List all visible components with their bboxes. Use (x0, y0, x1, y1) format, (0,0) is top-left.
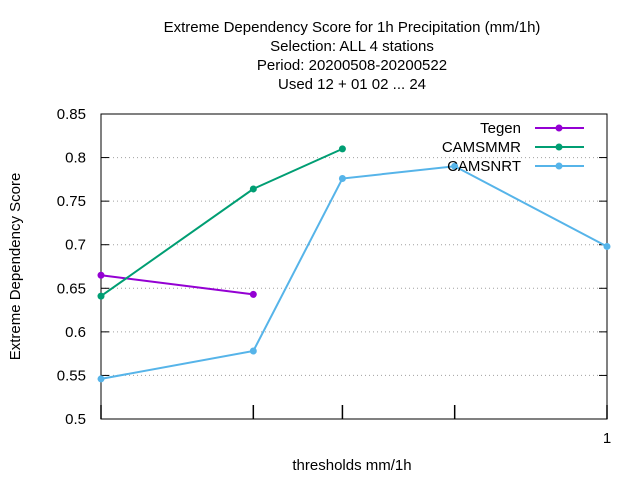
series-tegen (97, 271, 257, 298)
series-line (100, 165, 608, 380)
series-line (100, 147, 343, 297)
title-line: Extreme Dependency Score for 1h Precipit… (164, 19, 541, 36)
data-point (451, 162, 459, 170)
legend-label: CAMSNRT (447, 158, 521, 175)
data-point (249, 290, 257, 298)
legend-marker (555, 162, 563, 170)
y-tick-label: 0.65 (57, 280, 86, 297)
y-axis: 0.5 0.55 0.6 0.65 0.7 0.75 0.8 0.85 (57, 106, 607, 428)
y-tick-label: 0.55 (57, 367, 86, 384)
legend-label: CAMSMMR (442, 139, 521, 156)
title-line: Used 12 + 01 02 ... 24 (278, 76, 426, 93)
y-tick-label: 0.75 (57, 193, 86, 210)
series-camsnrt (97, 162, 611, 383)
y-tick-label: 0.85 (57, 106, 86, 123)
legend-marker (555, 143, 563, 151)
data-point (338, 174, 346, 182)
series-camsmmr (97, 145, 346, 300)
x-axis-label: thresholds mm/1h (292, 457, 411, 474)
y-tick-label: 0.6 (65, 324, 86, 341)
data-point (97, 375, 105, 383)
data-point (249, 347, 257, 355)
legend-item: CAMSMMR (442, 139, 584, 156)
data-point (338, 145, 346, 153)
data-point (97, 271, 105, 279)
y-tick-label: 0.5 (65, 411, 86, 428)
data-point (97, 292, 105, 300)
chart-title: Extreme Dependency Score for 1h Precipit… (164, 19, 541, 93)
plot-frame (100, 113, 608, 420)
legend-marker (555, 124, 563, 132)
data-point (603, 242, 611, 250)
grid (101, 157, 607, 376)
legend-item: CAMSNRT (447, 158, 584, 175)
series-line (100, 274, 254, 296)
title-line: Period: 20200508-20200522 (257, 57, 447, 74)
x-axis: 1 (100, 405, 611, 447)
series (97, 145, 611, 383)
legend-item: Tegen (480, 120, 584, 137)
title-line: Selection: ALL 4 stations (270, 38, 434, 55)
y-axis-label: Extreme Dependency Score (7, 173, 24, 361)
legend: Tegen CAMSMMR CAMSNRT (442, 120, 584, 175)
y-tick-label: 0.8 (65, 150, 86, 167)
y-tick-label: 0.7 (65, 237, 86, 254)
legend-label: Tegen (480, 120, 521, 137)
data-point (249, 185, 257, 193)
x-tick-label: 1 (603, 430, 611, 447)
